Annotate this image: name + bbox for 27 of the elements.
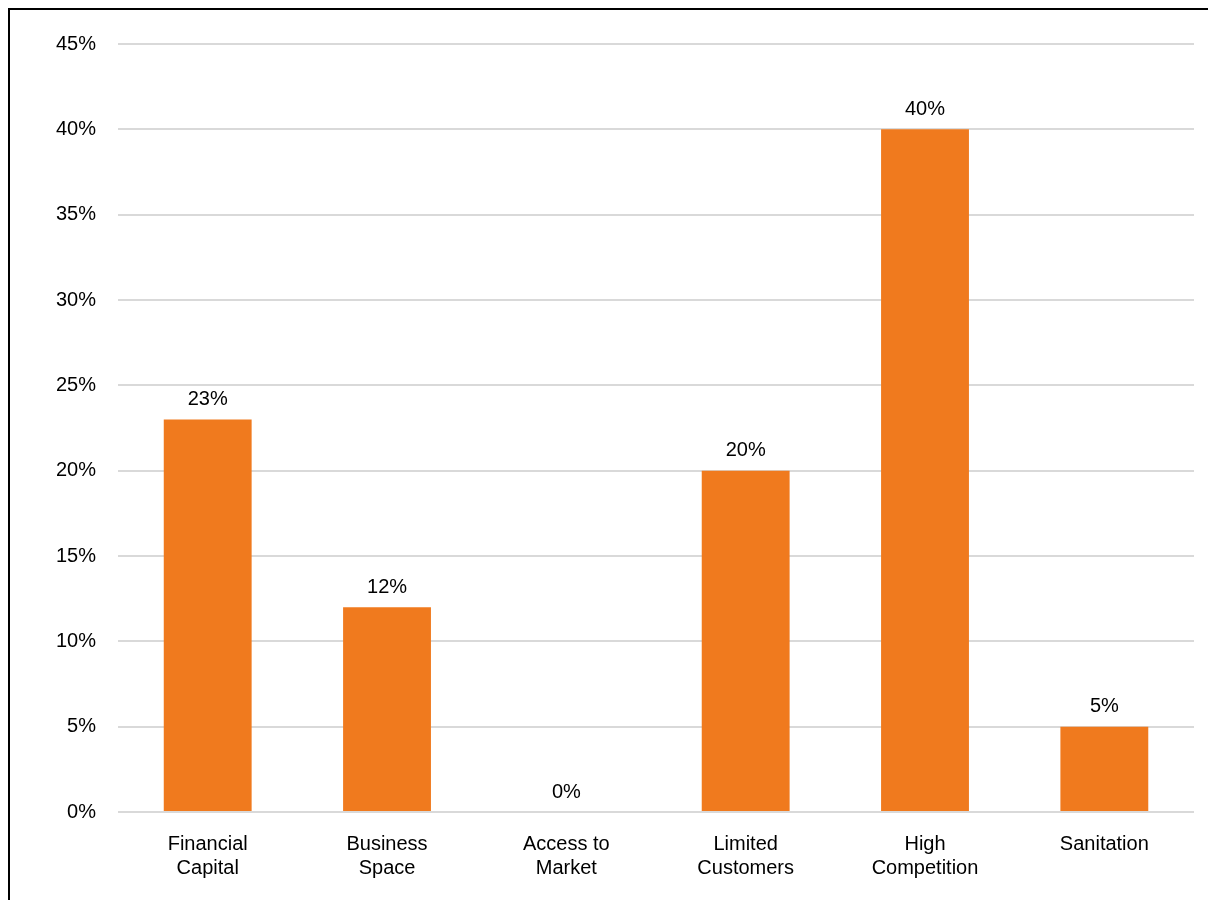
data-label: 12%	[367, 574, 408, 597]
data-label: 0%	[551, 779, 582, 802]
bar	[163, 419, 252, 811]
data-label: 20%	[725, 438, 766, 461]
x-tick-label: Sanitation	[1059, 831, 1149, 854]
y-tick-label: 15%	[56, 543, 97, 566]
y-tick-label: 20%	[56, 458, 97, 481]
bar	[701, 470, 790, 811]
bar	[881, 129, 969, 811]
bar	[1060, 726, 1149, 811]
y-tick-label: 0%	[67, 799, 97, 822]
data-label: 23%	[187, 386, 228, 409]
y-tick-label: 35%	[56, 202, 97, 225]
y-tick-label: 30%	[56, 287, 97, 310]
y-tick-label: 5%	[67, 714, 97, 737]
data-label: 40%	[904, 96, 946, 119]
y-tick-label: 25%	[56, 372, 97, 395]
x-tick-label: High Competition	[871, 831, 979, 878]
data-label: 5%	[1089, 694, 1120, 717]
x-tick-label: Limited Customers	[697, 831, 795, 878]
x-tick-label: Business Space	[346, 831, 428, 878]
x-tick-label: Access to Market	[523, 831, 610, 878]
y-tick-label: 10%	[56, 628, 97, 651]
bar	[343, 607, 431, 811]
x-tick-label: Financial Capital	[167, 831, 248, 878]
y-tick-label: 45%	[56, 31, 97, 54]
y-tick-label: 40%	[56, 116, 97, 139]
